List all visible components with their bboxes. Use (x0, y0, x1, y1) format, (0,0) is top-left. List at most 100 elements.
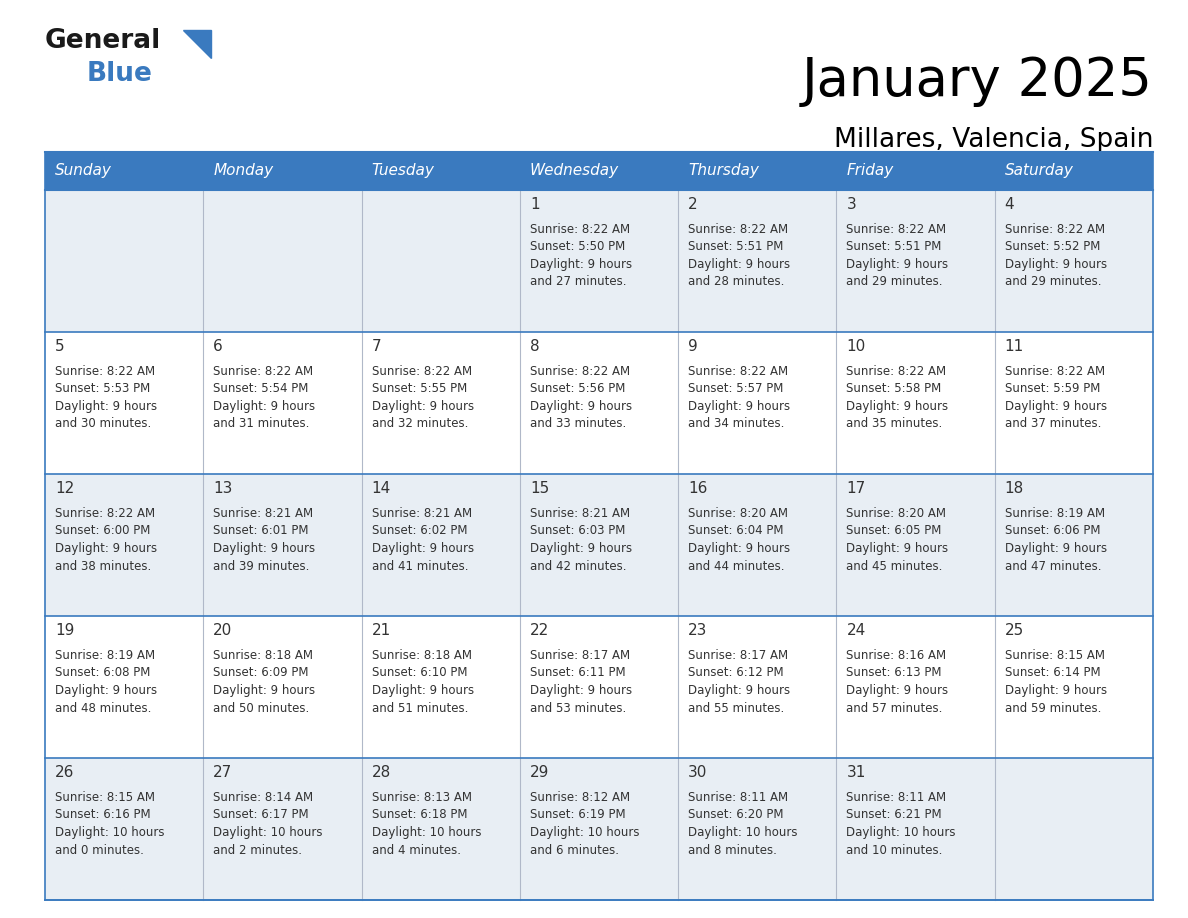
Text: Sunset: 6:09 PM: Sunset: 6:09 PM (214, 666, 309, 679)
Text: Sunset: 6:19 PM: Sunset: 6:19 PM (530, 809, 626, 822)
Text: Sunrise: 8:22 AM: Sunrise: 8:22 AM (846, 365, 947, 378)
Text: 1: 1 (530, 197, 539, 212)
Text: Sunrise: 8:15 AM: Sunrise: 8:15 AM (55, 791, 154, 804)
Bar (678, 152, 836, 190)
Text: and 41 minutes.: and 41 minutes. (372, 559, 468, 573)
Text: 31: 31 (846, 765, 866, 780)
Text: and 8 minutes.: and 8 minutes. (688, 844, 777, 856)
Text: 16: 16 (688, 481, 708, 496)
Text: Sunrise: 8:22 AM: Sunrise: 8:22 AM (530, 365, 630, 378)
Text: and 0 minutes.: and 0 minutes. (55, 844, 144, 856)
Text: 29: 29 (530, 765, 549, 780)
Text: Sunrise: 8:22 AM: Sunrise: 8:22 AM (530, 223, 630, 236)
Text: Wednesday: Wednesday (530, 163, 619, 178)
Text: 5: 5 (55, 339, 64, 354)
Text: Daylight: 9 hours: Daylight: 9 hours (530, 684, 632, 697)
Text: 27: 27 (214, 765, 233, 780)
Text: Daylight: 9 hours: Daylight: 9 hours (55, 684, 157, 697)
Text: 15: 15 (530, 481, 549, 496)
Text: and 27 minutes.: and 27 minutes. (530, 275, 626, 288)
Text: and 48 minutes.: and 48 minutes. (55, 701, 151, 714)
Text: Saturday: Saturday (1005, 163, 1074, 178)
Text: Daylight: 9 hours: Daylight: 9 hours (1005, 542, 1107, 555)
Text: Daylight: 9 hours: Daylight: 9 hours (372, 684, 474, 697)
Text: and 45 minutes.: and 45 minutes. (846, 559, 943, 573)
Text: 2: 2 (688, 197, 697, 212)
Text: and 57 minutes.: and 57 minutes. (846, 701, 943, 714)
Text: Sunrise: 8:22 AM: Sunrise: 8:22 AM (55, 507, 156, 520)
Text: Sunday: Sunday (55, 163, 112, 178)
Text: 20: 20 (214, 623, 233, 638)
Text: General: General (45, 28, 162, 54)
Text: Daylight: 9 hours: Daylight: 9 hours (688, 542, 790, 555)
Text: Daylight: 9 hours: Daylight: 9 hours (530, 542, 632, 555)
Text: Sunrise: 8:11 AM: Sunrise: 8:11 AM (846, 791, 947, 804)
Text: Daylight: 9 hours: Daylight: 9 hours (1005, 400, 1107, 413)
Text: Sunset: 6:02 PM: Sunset: 6:02 PM (372, 524, 467, 538)
Text: and 50 minutes.: and 50 minutes. (214, 701, 310, 714)
Text: Monday: Monday (214, 163, 273, 178)
Text: Daylight: 9 hours: Daylight: 9 hours (1005, 258, 1107, 271)
Text: 24: 24 (846, 623, 866, 638)
Text: Daylight: 9 hours: Daylight: 9 hours (846, 400, 948, 413)
Text: Sunset: 5:51 PM: Sunset: 5:51 PM (846, 241, 942, 253)
Text: 28: 28 (372, 765, 391, 780)
Text: Daylight: 10 hours: Daylight: 10 hours (688, 826, 797, 839)
Text: Sunset: 5:57 PM: Sunset: 5:57 PM (688, 383, 784, 396)
Text: Sunrise: 8:18 AM: Sunrise: 8:18 AM (214, 649, 314, 662)
Text: Sunset: 6:06 PM: Sunset: 6:06 PM (1005, 524, 1100, 538)
Text: and 53 minutes.: and 53 minutes. (530, 701, 626, 714)
Text: 10: 10 (846, 339, 866, 354)
Text: and 51 minutes.: and 51 minutes. (372, 701, 468, 714)
Text: Sunset: 5:50 PM: Sunset: 5:50 PM (530, 241, 625, 253)
Text: and 55 minutes.: and 55 minutes. (688, 701, 784, 714)
Text: Daylight: 9 hours: Daylight: 9 hours (1005, 684, 1107, 697)
Text: Sunrise: 8:16 AM: Sunrise: 8:16 AM (846, 649, 947, 662)
Text: Daylight: 9 hours: Daylight: 9 hours (688, 684, 790, 697)
Text: and 29 minutes.: and 29 minutes. (1005, 275, 1101, 288)
Text: 30: 30 (688, 765, 708, 780)
Text: Sunrise: 8:19 AM: Sunrise: 8:19 AM (55, 649, 156, 662)
Text: and 42 minutes.: and 42 minutes. (530, 559, 626, 573)
Text: Sunrise: 8:22 AM: Sunrise: 8:22 AM (214, 365, 314, 378)
Bar (45, 152, 203, 190)
Text: and 33 minutes.: and 33 minutes. (530, 418, 626, 431)
Text: Daylight: 9 hours: Daylight: 9 hours (55, 400, 157, 413)
Text: Sunrise: 8:21 AM: Sunrise: 8:21 AM (214, 507, 314, 520)
Text: 18: 18 (1005, 481, 1024, 496)
Text: 11: 11 (1005, 339, 1024, 354)
Text: Sunset: 6:05 PM: Sunset: 6:05 PM (846, 524, 942, 538)
Bar (994, 152, 1154, 190)
Text: Daylight: 10 hours: Daylight: 10 hours (846, 826, 956, 839)
Text: Daylight: 9 hours: Daylight: 9 hours (846, 684, 948, 697)
Text: Millares, Valencia, Spain: Millares, Valencia, Spain (834, 127, 1154, 153)
Text: 12: 12 (55, 481, 74, 496)
Text: 3: 3 (846, 197, 857, 212)
Text: Sunrise: 8:22 AM: Sunrise: 8:22 AM (1005, 223, 1105, 236)
Text: Sunrise: 8:21 AM: Sunrise: 8:21 AM (372, 507, 472, 520)
Text: Friday: Friday (846, 163, 893, 178)
Text: Daylight: 10 hours: Daylight: 10 hours (530, 826, 639, 839)
Text: Sunset: 6:14 PM: Sunset: 6:14 PM (1005, 666, 1100, 679)
Text: Sunrise: 8:22 AM: Sunrise: 8:22 AM (846, 223, 947, 236)
Bar (45, 332, 1154, 474)
Bar (45, 474, 1154, 616)
Text: Sunrise: 8:18 AM: Sunrise: 8:18 AM (372, 649, 472, 662)
Text: Sunset: 5:58 PM: Sunset: 5:58 PM (846, 383, 942, 396)
Text: Blue: Blue (87, 61, 153, 87)
Text: and 35 minutes.: and 35 minutes. (846, 418, 943, 431)
Text: Sunset: 6:03 PM: Sunset: 6:03 PM (530, 524, 625, 538)
Text: Daylight: 10 hours: Daylight: 10 hours (372, 826, 481, 839)
Text: and 30 minutes.: and 30 minutes. (55, 418, 151, 431)
Text: 22: 22 (530, 623, 549, 638)
Text: Sunset: 5:51 PM: Sunset: 5:51 PM (688, 241, 784, 253)
Text: 7: 7 (372, 339, 381, 354)
Text: Sunset: 6:13 PM: Sunset: 6:13 PM (846, 666, 942, 679)
Text: 26: 26 (55, 765, 75, 780)
Text: Sunrise: 8:12 AM: Sunrise: 8:12 AM (530, 791, 630, 804)
Bar (45, 758, 1154, 900)
Text: and 39 minutes.: and 39 minutes. (214, 559, 310, 573)
Text: Sunrise: 8:22 AM: Sunrise: 8:22 AM (55, 365, 156, 378)
Text: Sunset: 6:04 PM: Sunset: 6:04 PM (688, 524, 784, 538)
Text: and 34 minutes.: and 34 minutes. (688, 418, 784, 431)
